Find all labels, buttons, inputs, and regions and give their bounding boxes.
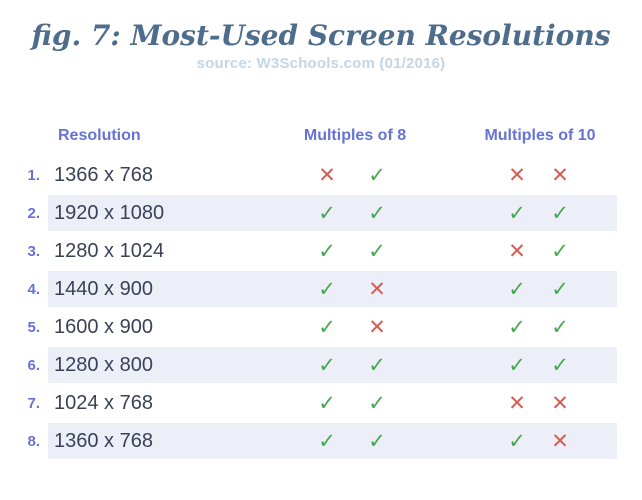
check-icon: ✓ (368, 239, 386, 263)
resolution-value: 1360 x 768 (54, 429, 153, 452)
resolution-value: 1440 x 900 (54, 277, 153, 300)
column-gap (402, 213, 492, 214)
check-icon: ✓ (318, 315, 336, 339)
cross-icon: ✕ (551, 163, 569, 187)
cross-icon: ✕ (508, 239, 526, 263)
check-icon: ✓ (508, 353, 526, 377)
row-number: 5. (27, 318, 40, 336)
figure-source-subtitle: source: W3Schools.com (01/2016) (196, 55, 446, 72)
check-icon: ✓ (551, 277, 569, 301)
row-band: 1360 x 768 ✓ ✓ ✓ ✕ (48, 423, 617, 459)
resolution-value: 1280 x 1024 (54, 239, 165, 262)
check-icon: ✓ (551, 201, 569, 225)
table-header-row: Resolution Multiples of 8 Multiples of 1… (0, 127, 642, 149)
row-band: 1920 x 1080 ✓ ✓ ✓ ✓ (48, 195, 617, 231)
column-gap (402, 365, 492, 366)
table-row: 7. 1024 x 768 ✓ ✓ ✕ ✕ (0, 384, 642, 422)
row-number: 4. (27, 280, 40, 298)
check-icon: ✓ (368, 163, 386, 187)
table-row: 4. 1440 x 900 ✓ ✕ ✓ ✓ (0, 270, 642, 308)
check-icon: ✓ (551, 315, 569, 339)
row-number: 3. (27, 242, 40, 260)
row-band: 1024 x 768 ✓ ✓ ✕ ✕ (48, 385, 617, 421)
resolution-value: 1366 x 768 (54, 163, 153, 186)
cross-icon: ✕ (508, 391, 526, 415)
table-row: 3. 1280 x 1024 ✓ ✓ ✕ ✓ (0, 232, 642, 270)
row-number: 2. (27, 204, 40, 222)
row-number: 8. (27, 432, 40, 450)
column-gap (402, 289, 492, 290)
cross-icon: ✕ (551, 391, 569, 415)
column-header-multiples-of-10: Multiples of 10 (484, 127, 596, 144)
column-gap (402, 251, 492, 252)
check-icon: ✓ (318, 201, 336, 225)
check-icon: ✓ (508, 277, 526, 301)
column-gap (402, 441, 492, 442)
column-header-multiples-of-8: Multiples of 8 (303, 127, 407, 144)
resolution-value: 1024 x 768 (54, 391, 153, 414)
table-row: 2. 1920 x 1080 ✓ ✓ ✓ ✓ (0, 194, 642, 232)
cross-icon: ✕ (551, 429, 569, 453)
cross-icon: ✕ (318, 163, 336, 187)
resolution-value: 1600 x 900 (54, 315, 153, 338)
column-gap (402, 327, 492, 328)
table-row: 5. 1600 x 900 ✓ ✕ ✓ ✓ (0, 308, 642, 346)
row-number: 7. (27, 394, 40, 412)
resolution-value: 1920 x 1080 (54, 201, 165, 224)
check-icon: ✓ (508, 429, 526, 453)
figure-title: fig. 7: Most-Used Screen Resolutions (31, 19, 611, 52)
check-icon: ✓ (318, 391, 336, 415)
row-number: 1. (27, 166, 40, 184)
row-band: 1440 x 900 ✓ ✕ ✓ ✓ (48, 271, 617, 307)
check-icon: ✓ (551, 353, 569, 377)
check-icon: ✓ (368, 201, 386, 225)
check-icon: ✓ (318, 239, 336, 263)
resolutions-table: Resolution Multiples of 8 Multiples of 1… (0, 127, 642, 460)
cross-icon: ✕ (368, 277, 386, 301)
check-icon: ✓ (318, 277, 336, 301)
row-band: 1280 x 1024 ✓ ✓ ✕ ✓ (48, 233, 617, 269)
check-icon: ✓ (508, 201, 526, 225)
row-band: 1600 x 900 ✓ ✕ ✓ ✓ (48, 309, 617, 345)
row-number: 6. (27, 356, 40, 374)
column-gap (402, 403, 492, 404)
check-icon: ✓ (508, 315, 526, 339)
check-icon: ✓ (318, 429, 336, 453)
resolution-value: 1280 x 800 (54, 353, 153, 376)
column-header-resolution: Resolution (58, 127, 141, 144)
cross-icon: ✕ (508, 163, 526, 187)
check-icon: ✓ (368, 391, 386, 415)
check-icon: ✓ (368, 353, 386, 377)
cross-icon: ✕ (368, 315, 386, 339)
table-body: 1. 1366 x 768 ✕ ✓ ✕ ✕ 2. 1920 x 1080 ✓ ✓ (0, 156, 642, 460)
row-band: 1366 x 768 ✕ ✓ ✕ ✕ (48, 157, 617, 193)
check-icon: ✓ (368, 429, 386, 453)
table-row: 6. 1280 x 800 ✓ ✓ ✓ ✓ (0, 346, 642, 384)
row-band: 1280 x 800 ✓ ✓ ✓ ✓ (48, 347, 617, 383)
check-icon: ✓ (318, 353, 336, 377)
table-row: 1. 1366 x 768 ✕ ✓ ✕ ✕ (0, 156, 642, 194)
check-icon: ✓ (551, 239, 569, 263)
table-row: 8. 1360 x 768 ✓ ✓ ✓ ✕ (0, 422, 642, 460)
column-gap (402, 175, 492, 176)
